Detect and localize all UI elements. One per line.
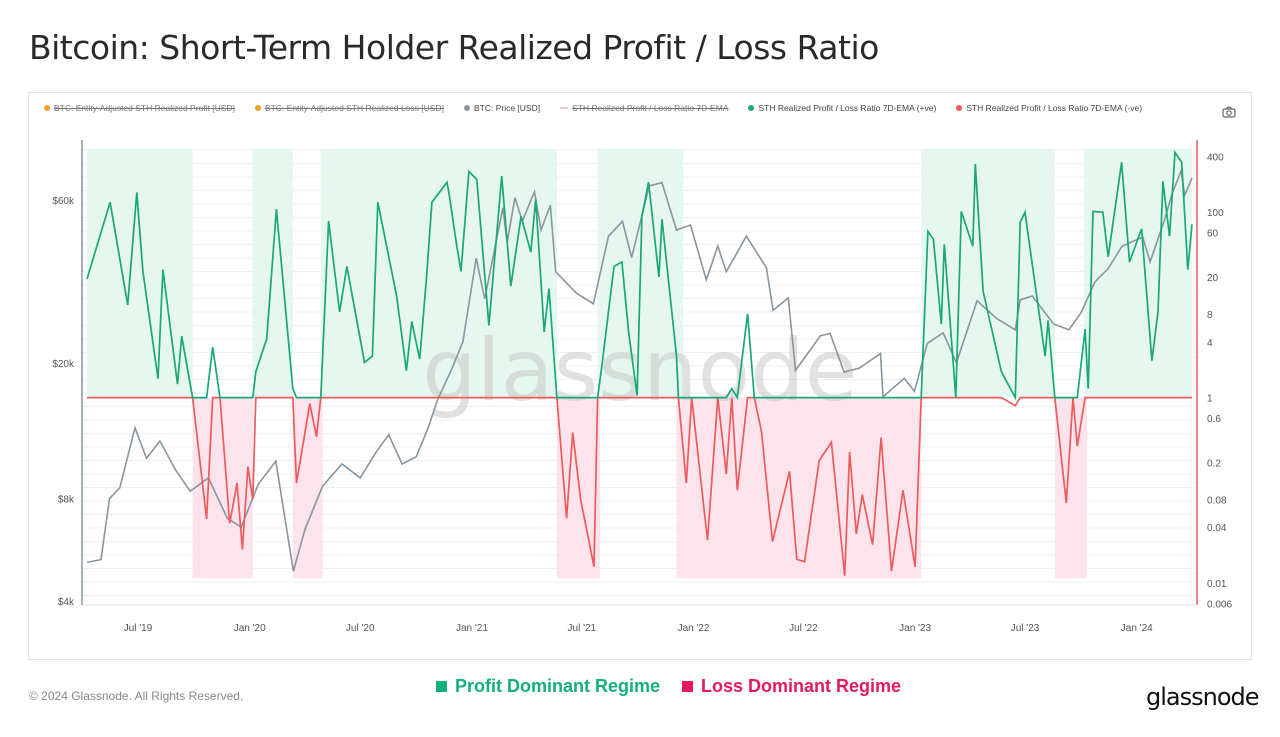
x-tick-label: Jul '20: [346, 623, 375, 634]
legend-item[interactable]: BTC: Price [USD]: [463, 103, 541, 113]
profit-regime-band: [320, 149, 557, 398]
right-tick-label: 100: [1207, 208, 1224, 219]
x-tick-label: Jul '19: [124, 623, 153, 634]
right-tick-label: 0.01: [1207, 579, 1227, 590]
legend-marker: [254, 105, 261, 111]
legend-label: STH Realized Profit / Loss Ratio 7D-EMA …: [758, 103, 937, 113]
regime-legend-loss: Loss Dominant Regime: [682, 676, 901, 697]
right-tick-label: 0.006: [1207, 600, 1232, 611]
left-tick-label: $20k: [52, 359, 75, 370]
legend-marker: [560, 107, 569, 109]
legend-label: BTC: Entity-Adjusted STH Realized Loss […: [264, 103, 444, 113]
legend-marker: [748, 105, 755, 111]
legend-label: STH Realized Profit / Loss Ratio 7D-EMA …: [966, 103, 1143, 113]
profit-regime-band: [87, 149, 193, 398]
profit-regime-band: [252, 149, 293, 398]
x-tick-label: Jul '23: [1011, 623, 1040, 634]
page-title: Bitcoin: Short-Term Holder Realized Prof…: [29, 28, 879, 67]
copyright-text: © 2024 Glassnode. All Rights Reserved.: [29, 689, 244, 703]
right-tick-label: 0.08: [1207, 495, 1227, 506]
watermark: glassnode: [422, 321, 857, 421]
right-tick-label: 0.6: [1207, 414, 1221, 425]
legend-item[interactable]: STH Realized Profit / Loss Ratio 7D-EMA: [560, 103, 728, 113]
x-tick-label: Jan '24: [1121, 623, 1153, 634]
ratio-negative-line: [87, 396, 1192, 576]
legend-label: STH Realized Profit / Loss Ratio 7D-EMA: [572, 103, 729, 113]
profit-swatch: [436, 681, 447, 692]
x-tick-label: Jul '21: [568, 623, 597, 634]
x-tick-label: Jan '21: [456, 623, 488, 634]
x-tick-label: Jan '23: [899, 623, 931, 634]
chart-legend: BTC: Entity-Adjusted STH Realized Profit…: [44, 103, 1142, 113]
legend-marker: [463, 105, 470, 111]
right-tick-label: 0.04: [1207, 523, 1227, 534]
x-tick-label: Jan '22: [678, 623, 710, 634]
left-tick-label: $8k: [58, 495, 75, 506]
legend-item[interactable]: STH Realized Profit / Loss Ratio 7D-EMA …: [956, 103, 1142, 113]
right-tick-label: 60: [1207, 229, 1219, 240]
left-tick-label: $4k: [58, 597, 75, 608]
loss-regime-band: [676, 397, 922, 578]
profit-regime-band: [921, 149, 1055, 398]
x-tick-label: Jan '20: [234, 623, 266, 634]
right-tick-label: 8: [1207, 310, 1213, 321]
legend-label: BTC: Entity-Adjusted STH Realized Profit…: [54, 103, 235, 113]
legend-item[interactable]: BTC: Entity-Adjusted STH Realized Loss […: [254, 103, 444, 113]
loss-swatch: [682, 681, 694, 692]
ratio-positive-line: [86, 149, 1193, 401]
legend-item[interactable]: STH Realized Profit / Loss Ratio 7D-EMA …: [748, 103, 936, 113]
regime-legend: Profit Dominant Regime Loss Dominant Reg…: [436, 676, 901, 697]
legend-item[interactable]: BTC: Entity-Adjusted STH Realized Profit…: [44, 103, 235, 113]
legend-marker: [956, 105, 963, 111]
x-tick-label: Jul '22: [789, 623, 818, 634]
left-tick-label: $60k: [52, 196, 75, 207]
right-tick-label: 400: [1207, 152, 1224, 163]
chart-frame: [28, 92, 1252, 660]
price-line: [86, 167, 1193, 572]
regime-legend-profit: Profit Dominant Regime: [436, 676, 660, 697]
right-tick-label: 4: [1207, 338, 1213, 349]
profit-regime-label: Profit Dominant Regime: [455, 676, 661, 696]
glassnode-logo: glassnode: [1146, 683, 1260, 711]
right-tick-label: 1: [1207, 394, 1213, 405]
legend-label: BTC: Price [USD]: [473, 103, 541, 113]
right-tick-label: 20: [1207, 273, 1219, 284]
legend-marker: [44, 105, 50, 111]
camera-icon[interactable]: [1222, 105, 1236, 123]
right-tick-label: 0.2: [1207, 458, 1221, 469]
loss-regime-label: Loss Dominant Regime: [701, 676, 902, 696]
